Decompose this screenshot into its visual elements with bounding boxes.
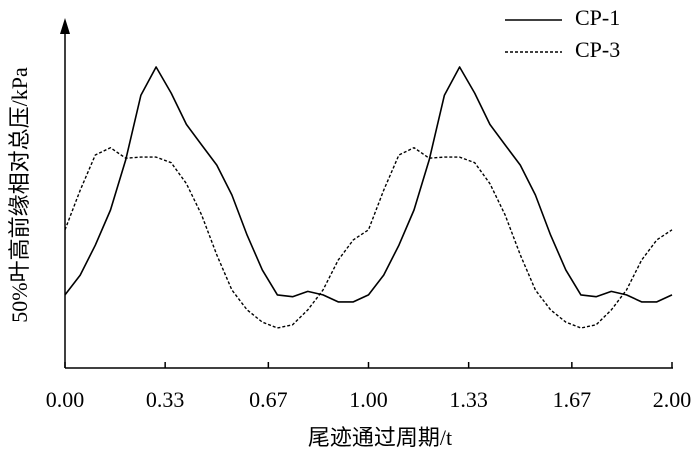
x-tick-label: 1.00 <box>349 387 388 412</box>
x-tick-label: 1.67 <box>553 387 592 412</box>
series-line <box>64 146 673 329</box>
x-axis-label: 尾迹通过周期/t <box>308 425 452 450</box>
y-axis-label: 50%叶高前缘相对总压/kPa <box>7 67 32 323</box>
series-line <box>64 66 673 303</box>
legend-label: CP-3 <box>575 37 620 62</box>
x-tick-label: 2.00 <box>653 387 692 412</box>
x-tick-label: 0.33 <box>146 387 185 412</box>
x-tick-label: 1.33 <box>449 387 488 412</box>
x-tick-label: 0.67 <box>249 387 288 412</box>
x-tick-label: 0.00 <box>46 387 85 412</box>
y-axis-arrow <box>60 18 70 34</box>
legend-label: CP-1 <box>575 5 620 30</box>
